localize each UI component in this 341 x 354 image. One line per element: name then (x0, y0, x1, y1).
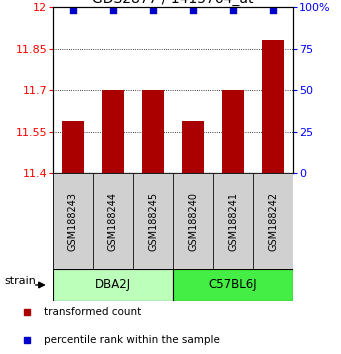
Text: GSM188241: GSM188241 (228, 192, 238, 251)
Bar (53, 173, 93, 269)
Bar (213, 173, 253, 269)
Bar (142, 90, 164, 173)
Text: GSM188240: GSM188240 (188, 192, 198, 251)
Bar (93, 173, 133, 269)
Title: GDS2877 / 1415764_at: GDS2877 / 1415764_at (92, 0, 254, 6)
Text: strain: strain (4, 276, 36, 286)
Text: C57BL6J: C57BL6J (209, 279, 257, 291)
Bar (62, 121, 84, 173)
Bar (102, 90, 124, 173)
Point (190, 7, 196, 13)
Bar (53, 269, 173, 301)
Text: GSM188245: GSM188245 (148, 192, 158, 251)
Text: GSM188244: GSM188244 (108, 192, 118, 251)
Bar (173, 269, 293, 301)
Point (70, 7, 76, 13)
Bar (182, 121, 204, 173)
Point (270, 7, 276, 13)
Text: transformed count: transformed count (44, 307, 141, 317)
Point (110, 7, 116, 13)
Point (231, 7, 236, 13)
Text: GSM188242: GSM188242 (268, 192, 278, 251)
Bar (222, 90, 244, 173)
Bar (253, 173, 293, 269)
Bar (133, 173, 173, 269)
Bar (173, 173, 213, 269)
Text: DBA2J: DBA2J (95, 279, 131, 291)
Text: GSM188243: GSM188243 (68, 192, 78, 251)
Point (150, 7, 156, 13)
Bar (262, 40, 284, 173)
Text: percentile rank within the sample: percentile rank within the sample (44, 335, 220, 344)
